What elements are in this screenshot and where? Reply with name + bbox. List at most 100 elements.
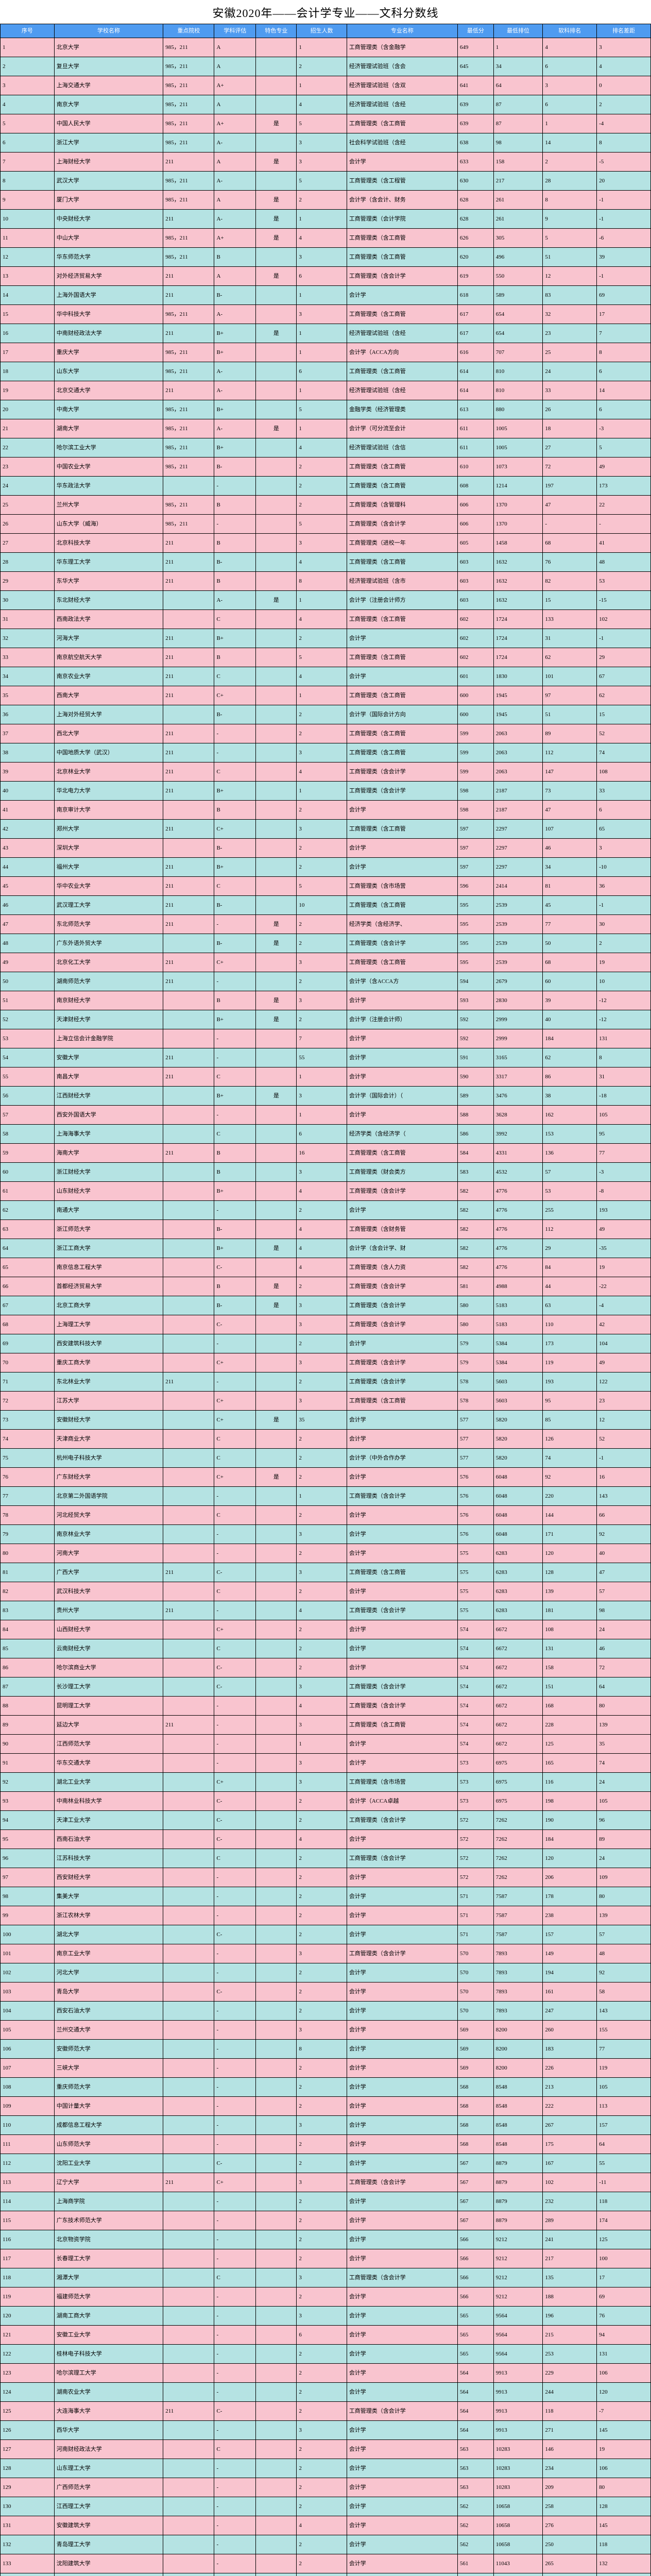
cell-min-score: 568 [457, 2115, 494, 2135]
cell-major-name: 会计学 [346, 1067, 458, 1087]
table-row: 100 湖北大学 C- 2 会计学 571 7587 157 57 [0, 1925, 651, 1944]
cell-index: 24 [0, 476, 55, 496]
cell-min-rank: 2187 [493, 781, 543, 801]
cell-featured-major [255, 800, 297, 820]
cell-discipline-eval: - [214, 476, 256, 496]
cell-rank-gap: 17 [596, 304, 651, 324]
cell-enrollment: 3 [296, 2306, 347, 2326]
cell-rank-gap: 118 [596, 2535, 651, 2554]
cell-enrollment: 2 [296, 857, 347, 877]
cell-major-name: 工商管理类（含市场营 [346, 1772, 458, 1792]
cell-major-name: 工商管理类（含工商管 [346, 895, 458, 915]
cell-min-score: 575 [457, 1544, 494, 1563]
cell-major-name: 会计学 [346, 2439, 458, 2459]
cell-min-score: 572 [457, 1868, 494, 1887]
cell-discipline-eval: - [214, 2134, 256, 2154]
cell-min-rank: 10283 [493, 2478, 543, 2497]
cell-discipline-eval: A [214, 190, 256, 210]
cell-index: 96 [0, 1849, 55, 1868]
cell-featured-major [255, 2420, 297, 2440]
cell-discipline-eval: - [214, 2077, 256, 2097]
cell-key-university [163, 609, 215, 629]
cell-softrank: - [542, 514, 597, 534]
cell-rank-gap: 96 [596, 1810, 651, 1830]
cell-index: 1 [0, 38, 55, 57]
cell-major-name: 会计学 [346, 2306, 458, 2326]
cell-rank-gap: -18 [596, 1086, 651, 1106]
cell-rank-gap: 20 [596, 171, 651, 191]
cell-discipline-eval: C- [214, 1677, 256, 1697]
cell-discipline-eval: - [214, 1544, 256, 1563]
cell-index: 110 [0, 2115, 55, 2135]
cell-discipline-eval: A [214, 152, 256, 172]
cell-major-name: 会计学 [346, 2363, 458, 2383]
cell-featured-major: 是 [255, 190, 297, 210]
cell-rank-gap: 64 [596, 1677, 651, 1697]
cell-key-university: 985，211 [163, 76, 215, 95]
cell-major-name: 经济管理试验班（含双 [346, 76, 458, 95]
cell-softrank: 228 [542, 1715, 597, 1735]
cell-discipline-eval: C [214, 1448, 256, 1468]
cell-index: 46 [0, 895, 55, 915]
cell-major-name: 工商管理类（含会计学 [346, 1353, 458, 1372]
cell-enrollment: 5 [296, 114, 347, 133]
cell-softrank: 238 [542, 1906, 597, 1925]
cell-school: 广东技术师范大学 [54, 2211, 164, 2230]
cell-index: 20 [0, 400, 55, 419]
cell-min-rank: 10658 [493, 2497, 543, 2516]
cell-key-university: 211 [163, 266, 215, 286]
cell-index: 105 [0, 2020, 55, 2040]
cell-enrollment: 2 [296, 2249, 347, 2268]
cell-school: 中央财经大学 [54, 209, 164, 229]
cell-softrank: 190 [542, 1810, 597, 1830]
cell-rank-gap: 118 [596, 2192, 651, 2211]
cell-discipline-eval: B+ [214, 629, 256, 648]
cell-min-score: 567 [457, 2192, 494, 2211]
cell-rank-gap: 57 [596, 1925, 651, 1944]
cell-index: 83 [0, 1601, 55, 1620]
cell-major-name: 经济学类（含经济学、 [346, 914, 458, 934]
cell-min-rank: 6672 [493, 1734, 543, 1754]
cell-major-name: 工商管理类（含会计学 [346, 1944, 458, 1963]
cell-major-name: 工商管理类（含工商管 [346, 1563, 458, 1582]
table-row: 120 湖南工商大学 -3 会计学 565 9564 196 76 [0, 2306, 651, 2326]
cell-softrank: 161 [542, 1982, 597, 2002]
cell-school: 广西大学 [54, 1563, 164, 1582]
cell-major-name: 工商管理类（含会计学 [346, 2268, 458, 2287]
cell-rank-gap: 132 [596, 2554, 651, 2573]
cell-softrank: 184 [542, 1829, 597, 1849]
cell-min-rank: 217 [493, 171, 543, 191]
table-row: 114 上海商学院 -2 会计学 567 8879 232 118 [0, 2192, 651, 2211]
cell-rank-gap: 139 [596, 1906, 651, 1925]
cell-discipline-eval: C [214, 876, 256, 896]
cell-rank-gap: 6 [596, 400, 651, 419]
cell-school: 延边大学 [54, 1715, 164, 1735]
cell-featured-major [255, 1639, 297, 1658]
cell-major-name: 工商管理类（含金融学 [346, 38, 458, 57]
cell-index: 25 [0, 495, 55, 515]
table-row: 131 安徽建筑大学 -4 会计学 562 10658 276 145 [0, 2516, 651, 2535]
cell-enrollment: 6 [296, 2325, 347, 2345]
cell-softrank: 39 [542, 991, 597, 1010]
cell-min-rank: 98 [493, 133, 543, 152]
cell-key-university [163, 2154, 215, 2173]
cell-enrollment: 3 [296, 953, 347, 972]
cell-softrank: 222 [542, 2096, 597, 2116]
cell-featured-major [255, 2077, 297, 2097]
cell-school: 天津商业大学 [54, 1429, 164, 1449]
cell-softrank: 110 [542, 1315, 597, 1334]
cell-discipline-eval: - [214, 2535, 256, 2554]
cell-key-university: 211 [163, 1715, 215, 1735]
cell-enrollment: 3 [296, 2173, 347, 2192]
cell-min-rank: 5820 [493, 1410, 543, 1430]
table-row: 101 南京工业大学 -3 工商管理类（含会计学 570 7893 149 48 [0, 1944, 651, 1963]
cell-enrollment: 3 [296, 2268, 347, 2287]
table-row: 34 南京农业大学 211 C 4 会计学 601 1830 101 67 [0, 667, 651, 686]
cell-school: 哈尔滨商业大学 [54, 1658, 164, 1677]
cell-key-university: 211 [163, 533, 215, 553]
cell-featured-major [255, 2287, 297, 2307]
cell-enrollment: 3 [296, 247, 347, 267]
cell-softrank: 12 [542, 266, 597, 286]
cell-discipline-eval: - [214, 2573, 256, 2576]
cell-major-name: 工商管理类（含人力资 [346, 1258, 458, 1277]
